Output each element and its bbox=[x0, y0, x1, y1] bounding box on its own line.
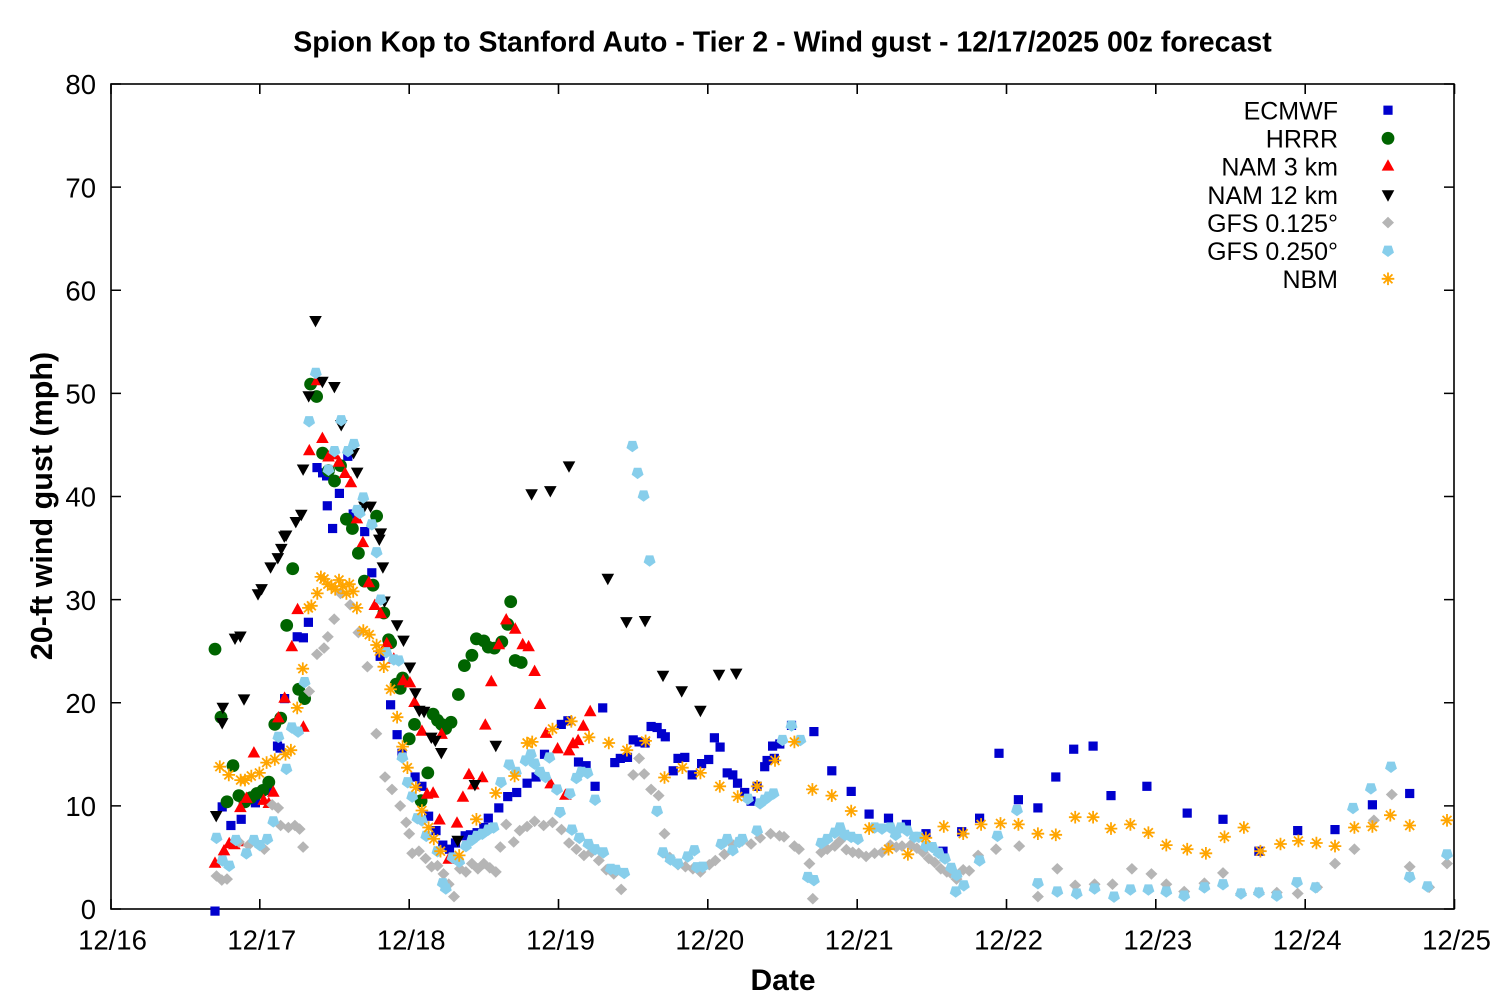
svg-text:NAM 3 km: NAM 3 km bbox=[1221, 154, 1338, 182]
svg-text:80: 80 bbox=[65, 69, 96, 100]
svg-text:HRRR: HRRR bbox=[1266, 126, 1338, 154]
svg-text:12/23: 12/23 bbox=[1123, 925, 1192, 956]
svg-text:12/20: 12/20 bbox=[675, 925, 744, 956]
svg-text:10: 10 bbox=[65, 791, 96, 822]
svg-text:0: 0 bbox=[81, 894, 96, 925]
svg-text:30: 30 bbox=[65, 585, 96, 616]
svg-text:70: 70 bbox=[65, 172, 96, 203]
svg-text:12/16: 12/16 bbox=[78, 925, 147, 956]
svg-text:GFS 0.125°: GFS 0.125° bbox=[1207, 210, 1338, 238]
svg-text:NBM: NBM bbox=[1282, 266, 1338, 294]
svg-text:40: 40 bbox=[65, 482, 96, 513]
svg-text:60: 60 bbox=[65, 275, 96, 306]
svg-text:12/21: 12/21 bbox=[825, 925, 894, 956]
svg-text:12/25: 12/25 bbox=[1422, 925, 1491, 956]
svg-text:12/22: 12/22 bbox=[974, 925, 1043, 956]
svg-text:Spion Kop to Stanford Auto - T: Spion Kop to Stanford Auto - Tier 2 - Wi… bbox=[293, 27, 1272, 59]
svg-text:12/24: 12/24 bbox=[1273, 925, 1342, 956]
svg-text:20: 20 bbox=[65, 688, 96, 719]
svg-text:12/19: 12/19 bbox=[526, 925, 595, 956]
svg-text:12/17: 12/17 bbox=[227, 925, 296, 956]
svg-text:50: 50 bbox=[65, 379, 96, 410]
svg-text:12/18: 12/18 bbox=[377, 925, 446, 956]
svg-text:NAM 12 km: NAM 12 km bbox=[1207, 182, 1338, 210]
svg-text:Date: Date bbox=[750, 964, 815, 997]
svg-text:20-ft wind gust (mph): 20-ft wind gust (mph) bbox=[25, 352, 59, 660]
svg-text:ECMWF: ECMWF bbox=[1244, 98, 1338, 126]
svg-text:GFS 0.250°: GFS 0.250° bbox=[1207, 238, 1338, 266]
